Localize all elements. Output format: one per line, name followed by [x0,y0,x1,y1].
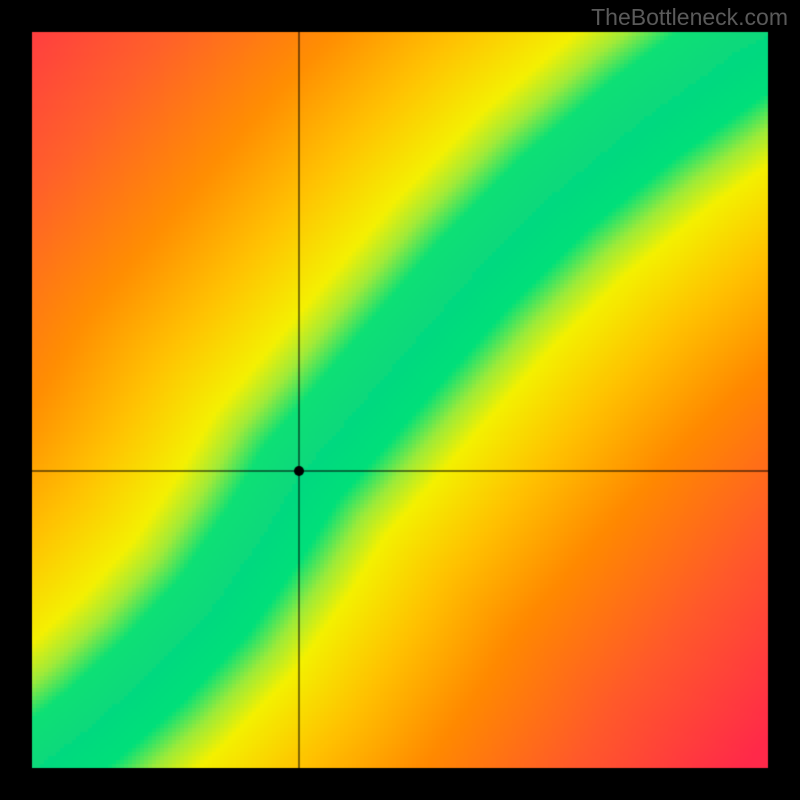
bottleneck-heatmap [0,0,800,800]
watermark-text: TheBottleneck.com [591,4,788,31]
